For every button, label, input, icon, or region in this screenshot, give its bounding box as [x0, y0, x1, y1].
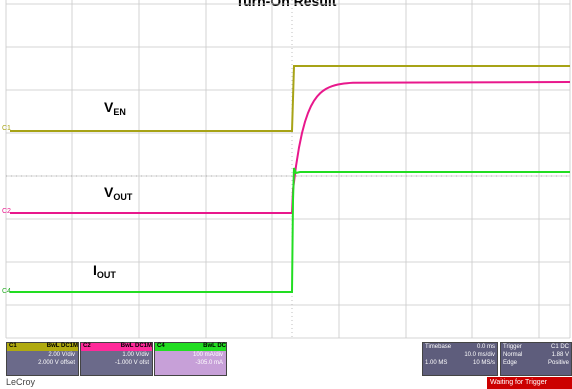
c4-offset: -305.0 mA	[195, 360, 223, 366]
vout-label: VOUT	[104, 184, 133, 202]
c4-scale: 100 mA/div	[192, 352, 223, 358]
timebase-box[interactable]: Timebase 0.0 ms 10.0 ms/div 1.00 MS 10 MS/…	[422, 342, 498, 376]
iout-label: IOUT	[93, 262, 116, 280]
c2-scale: 1.00 V/div	[122, 352, 149, 358]
vout-trace	[10, 81, 571, 214]
c1-scale: 2.00 V/div	[48, 352, 75, 358]
c2-marker[interactable]: C2	[2, 208, 11, 215]
graticule	[5, 0, 571, 339]
waveform-traces	[10, 65, 571, 293]
ven-label: VEN	[104, 99, 126, 117]
iout-trace	[10, 167, 570, 293]
c1-offset: 2.000 V offset	[38, 360, 75, 366]
scope-display	[5, 0, 571, 339]
c2-channel-box[interactable]: C2 BwL DC1M 1.00 V/div -1.000 V ofst	[80, 342, 153, 376]
trigger-box[interactable]: Trigger C1 DC Normal 1.88 V Edge Positive	[500, 342, 572, 376]
c4-channel-box[interactable]: C4 BwL DC 100 mA/div -305.0 mA	[154, 342, 227, 376]
ven-trace	[10, 65, 570, 132]
c1-channel-box[interactable]: C1 BwL DC1M 2.00 V/div 2.000 V offset	[6, 342, 79, 376]
c1-marker[interactable]: C1	[2, 125, 11, 132]
c2-offset: -1.000 V ofst	[114, 360, 149, 366]
lecroy-logo: LeCroy	[6, 377, 36, 387]
trigger-status: Waiting for Trigger	[487, 377, 572, 389]
page-title: Turn-On Result	[235, 0, 337, 9]
c4-marker[interactable]: C4	[2, 288, 11, 295]
